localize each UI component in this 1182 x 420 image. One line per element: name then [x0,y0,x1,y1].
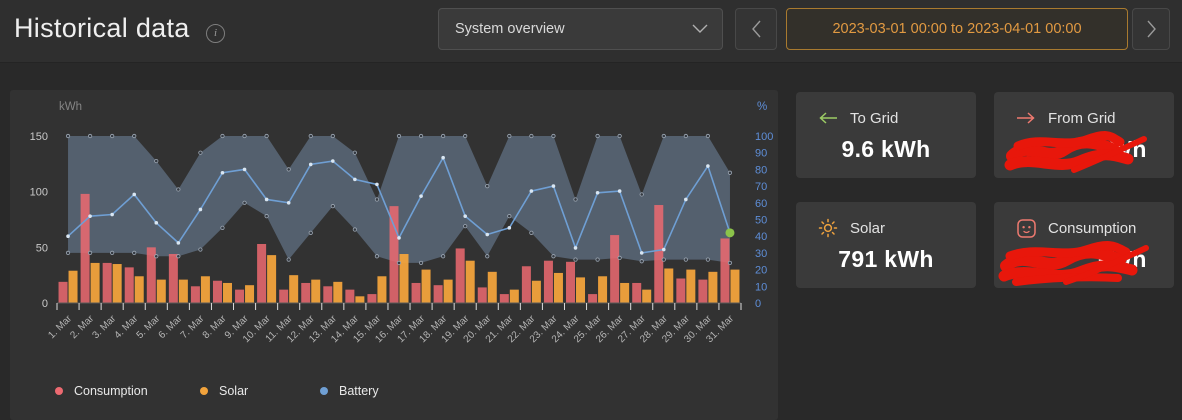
legend-item-solar[interactable]: Solar [200,384,320,398]
svg-text:50: 50 [755,215,767,227]
svg-text:100: 100 [30,187,48,199]
view-selector-dropdown[interactable]: System overview [438,8,723,50]
card-value: kWh [1097,136,1147,162]
svg-text:3. Mar: 3. Mar [90,313,118,341]
chevron-down-icon [692,24,708,33]
date-range-text: 2023-03-01 00:00 to 2023-04-01 00:00 [832,21,1082,37]
svg-text:60: 60 [755,198,767,210]
view-selector-value: System overview [455,21,565,37]
svg-text:90: 90 [755,148,767,160]
to-grid-card: To Grid 9.6 kWh [796,92,976,178]
sun-icon [818,218,838,238]
svg-text:5. Mar: 5. Mar [135,313,163,341]
svg-text:1. Mar: 1. Mar [46,313,74,341]
socket-icon [1016,218,1036,238]
card-value: kWh [1097,246,1147,272]
arrow-right-icon [1016,108,1036,128]
chart-panel: 1. Mar 2. Mar 3. Mar 4. Mar 5. Mar 6. Mar 7. M… [10,90,778,420]
consumption-legend-dot [55,387,63,395]
svg-text:8. Mar: 8. Mar [201,313,229,341]
card-value: 791 kWh [838,246,934,272]
svg-text:50: 50 [36,242,48,254]
svg-text:150: 150 [30,131,48,143]
legend-label: Solar [219,384,249,398]
svg-text:6. Mar: 6. Mar [157,313,185,341]
legend-label: Consumption [74,384,148,398]
chevron-right-icon [1146,20,1156,38]
card-value: 9.6 kWh [841,136,931,162]
consumption-card: Consumption kWh [994,202,1174,288]
card-label: Solar [850,219,886,237]
chevron-left-icon [751,20,761,38]
date-range-button[interactable]: 2023-03-01 00:00 to 2023-04-01 00:00 [786,8,1128,50]
chart-legend: Consumption Solar Battery [55,384,379,398]
legend-item-consumption[interactable]: Consumption [55,384,200,398]
svg-text:80: 80 [755,164,767,176]
svg-text:70: 70 [755,181,767,193]
header: Historical data i System overview 2023-0… [0,0,1182,63]
svg-text:%: % [757,101,767,113]
svg-text:0: 0 [755,298,761,310]
svg-text:2. Mar: 2. Mar [68,313,96,341]
svg-text:30: 30 [755,248,767,260]
card-label: To Grid [850,109,899,127]
svg-text:kWh: kWh [59,101,82,113]
page-title: Historical data [14,13,190,43]
arrow-left-icon [818,108,838,128]
prev-period-button[interactable] [735,8,777,50]
from-grid-card: From Grid kWh [994,92,1174,178]
card-label: Consumption [1048,219,1137,237]
info-icon[interactable]: i [206,24,225,43]
legend-item-battery[interactable]: Battery [320,384,379,398]
svg-text:7. Mar: 7. Mar [179,313,207,341]
svg-text:20: 20 [755,265,767,277]
svg-text:10: 10 [755,281,767,293]
solar-legend-dot [200,387,208,395]
svg-text:4. Mar: 4. Mar [113,313,141,341]
card-label: From Grid [1048,109,1116,127]
battery-legend-dot [320,387,328,395]
svg-text:40: 40 [755,231,767,243]
legend-label: Battery [339,384,379,398]
solar-card: Solar 791 kWh [796,202,976,288]
svg-text:100: 100 [755,131,773,143]
svg-text:0: 0 [42,298,48,310]
next-period-button[interactable] [1132,8,1170,50]
